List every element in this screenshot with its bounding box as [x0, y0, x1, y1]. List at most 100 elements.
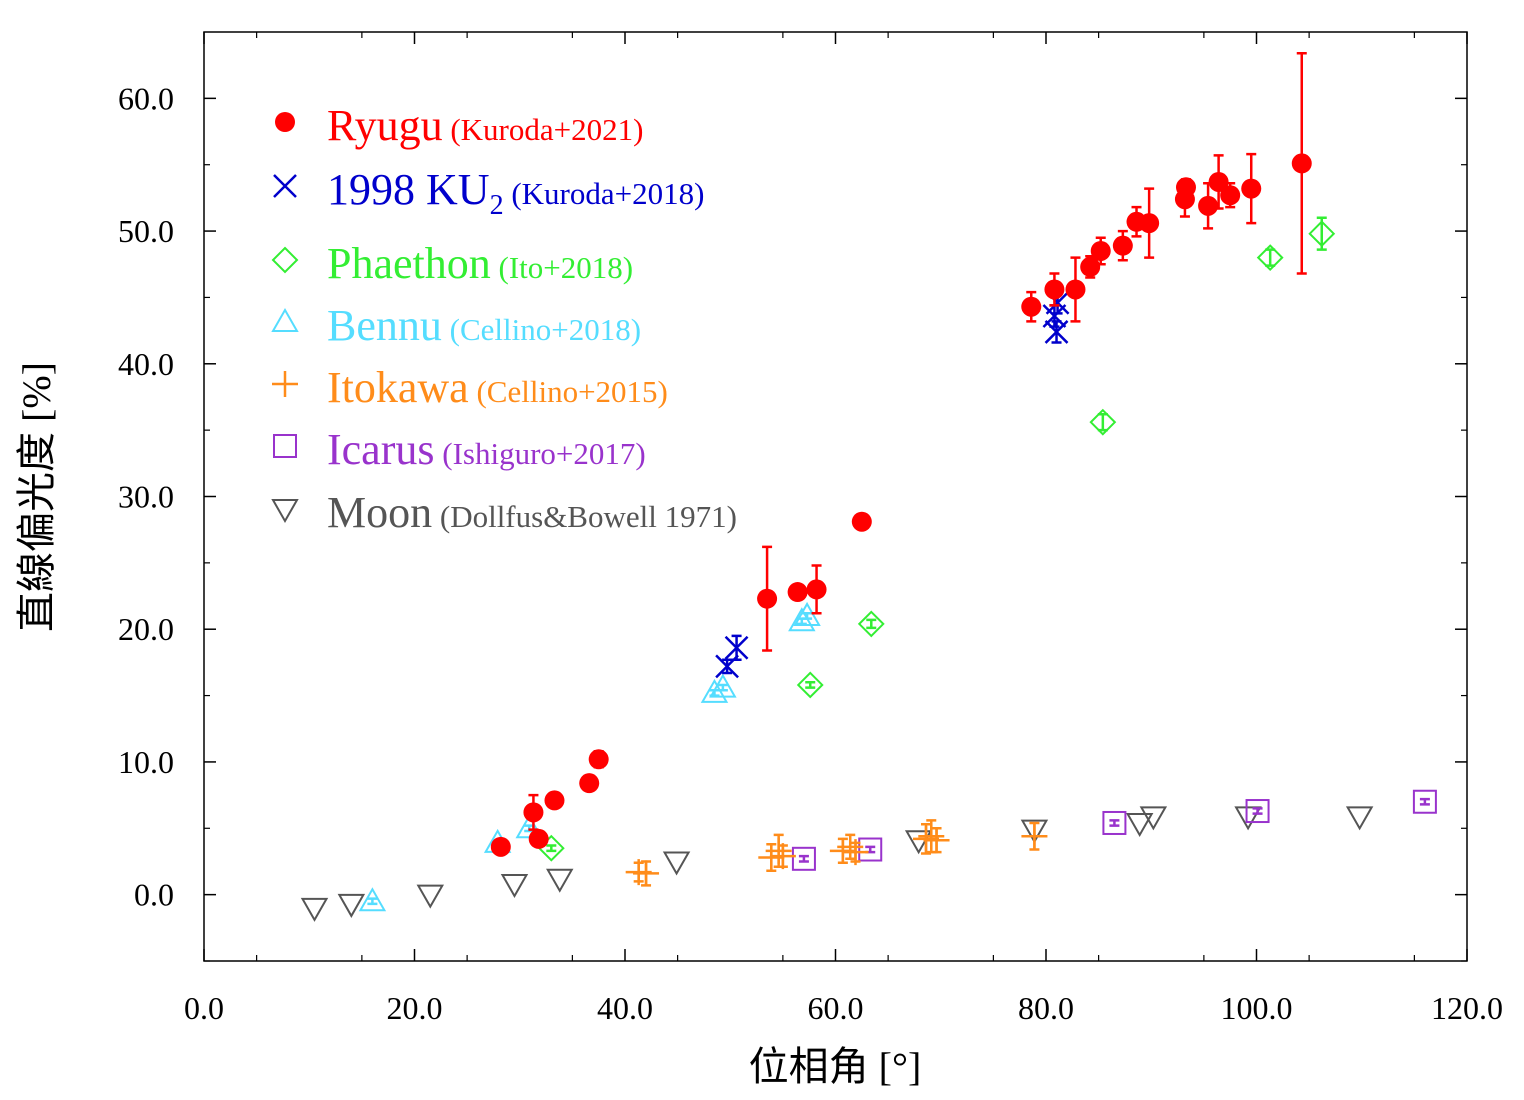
data-point [1139, 806, 1168, 831]
marker-shape [579, 773, 600, 794]
data-point [633, 860, 660, 887]
legend-series-name: Moon [327, 488, 432, 537]
marker-shape [500, 874, 529, 899]
marker-shape [913, 825, 940, 852]
marker-shape [858, 837, 883, 862]
data-point [416, 884, 445, 909]
marker-shape [1220, 185, 1241, 206]
y-tick-label: 60.0 [118, 80, 174, 116]
legend-series-name: Phaethon [327, 239, 491, 288]
x-tick-label: 100.0 [1221, 990, 1293, 1026]
data-point [1245, 799, 1270, 824]
data-point [1291, 153, 1312, 174]
legend-marker [273, 174, 297, 198]
y-tick-label: 10.0 [118, 744, 174, 780]
marker-shape [544, 790, 565, 811]
marker-shape [337, 893, 366, 918]
data-point [1021, 296, 1042, 317]
marker-shape [757, 588, 778, 609]
data-point [724, 635, 749, 660]
data-point [1102, 810, 1127, 835]
data-point [1044, 279, 1065, 300]
data-point [588, 749, 609, 770]
error-bar [1419, 797, 1430, 806]
data-point [904, 830, 933, 855]
error-bar [866, 618, 877, 630]
legend-label: Bennu (Cellino+2018) [327, 301, 641, 350]
plot-frame [203, 31, 1468, 962]
marker-shape [1175, 177, 1196, 198]
y-tick-label: 40.0 [118, 346, 174, 382]
data-point [662, 851, 691, 876]
legend-entry: Ryugu (Kuroda+2021) [275, 101, 643, 150]
x-tick-label: 120.0 [1431, 990, 1503, 1026]
marker-shape [1044, 320, 1069, 344]
marker-shape [1241, 178, 1262, 199]
data-point [757, 588, 778, 609]
legend-series-name: Bennu [327, 301, 442, 350]
data-point [1080, 256, 1101, 277]
legend-label: Icarus (Ishiguro+2017) [327, 425, 646, 474]
marker-shape [1102, 810, 1127, 835]
series-ryugu [490, 51, 1312, 857]
data-point [1234, 806, 1262, 831]
marker-shape [1044, 279, 1065, 300]
data-point [1020, 819, 1049, 844]
marker-shape [918, 823, 945, 850]
marker-shape [416, 884, 445, 909]
legend-entry: Bennu (Cellino+2018) [271, 301, 641, 350]
marker-shape [528, 828, 549, 849]
marker-shape [273, 174, 297, 198]
marker-shape [1021, 823, 1048, 850]
legend-label: Itokawa (Cellino+2015) [327, 363, 668, 412]
legend-reference: (Cellino+2015) [469, 374, 668, 409]
data-point [758, 844, 785, 871]
data-point [1089, 408, 1117, 436]
marker-shape [1208, 171, 1229, 192]
data-point [1208, 171, 1229, 192]
legend-subscript: 2 [490, 190, 504, 221]
legend-reference: (Ishiguro+2017) [435, 436, 646, 471]
legend-reference: (Dollfus&Bowell 1971) [432, 499, 737, 534]
data-point [837, 833, 864, 860]
data-point [528, 828, 549, 849]
data-point [1256, 244, 1284, 272]
legend-entry: Icarus (Ishiguro+2017) [273, 425, 646, 474]
data-point [1175, 177, 1196, 198]
marker-shape [625, 859, 652, 886]
marker-shape [1090, 240, 1111, 261]
y-axis-label: 直線偏光度 [%] [14, 362, 59, 632]
data-point [1112, 235, 1133, 256]
marker-shape [769, 843, 796, 870]
series-itokawa [625, 819, 1048, 887]
legend-reference: (Cellino+2018) [442, 312, 641, 347]
x-tick-label: 20.0 [387, 990, 443, 1026]
legend: Ryugu (Kuroda+2021) 1998 KU2 (Kuroda+2018… [271, 101, 737, 537]
data-point [857, 610, 885, 638]
marker-shape [1089, 408, 1117, 436]
data-point [1044, 320, 1069, 344]
marker-shape [1345, 806, 1374, 831]
legend-label: Phaethon (Ito+2018) [327, 239, 633, 288]
data-point [1345, 806, 1374, 831]
data-point [806, 579, 827, 600]
marker-shape [272, 371, 298, 397]
marker-shape [523, 802, 544, 823]
marker-shape [709, 673, 737, 698]
legend-series-name: 1998 KU [327, 165, 490, 214]
legend-reference: (Ito+2018) [491, 250, 633, 285]
x-tick-label: 40.0 [597, 990, 653, 1026]
data-point [1412, 789, 1437, 814]
legend-marker [272, 371, 298, 397]
data-point [300, 897, 329, 922]
data-point [625, 859, 652, 886]
data-point [913, 825, 940, 852]
series-icarus [791, 789, 1437, 871]
x-axis-label: 位相角 [°] [749, 1044, 922, 1089]
marker-shape [1080, 256, 1101, 277]
data-layer [300, 51, 1437, 922]
marker-shape [829, 837, 856, 864]
marker-shape [1139, 806, 1168, 831]
data-point [769, 843, 796, 870]
